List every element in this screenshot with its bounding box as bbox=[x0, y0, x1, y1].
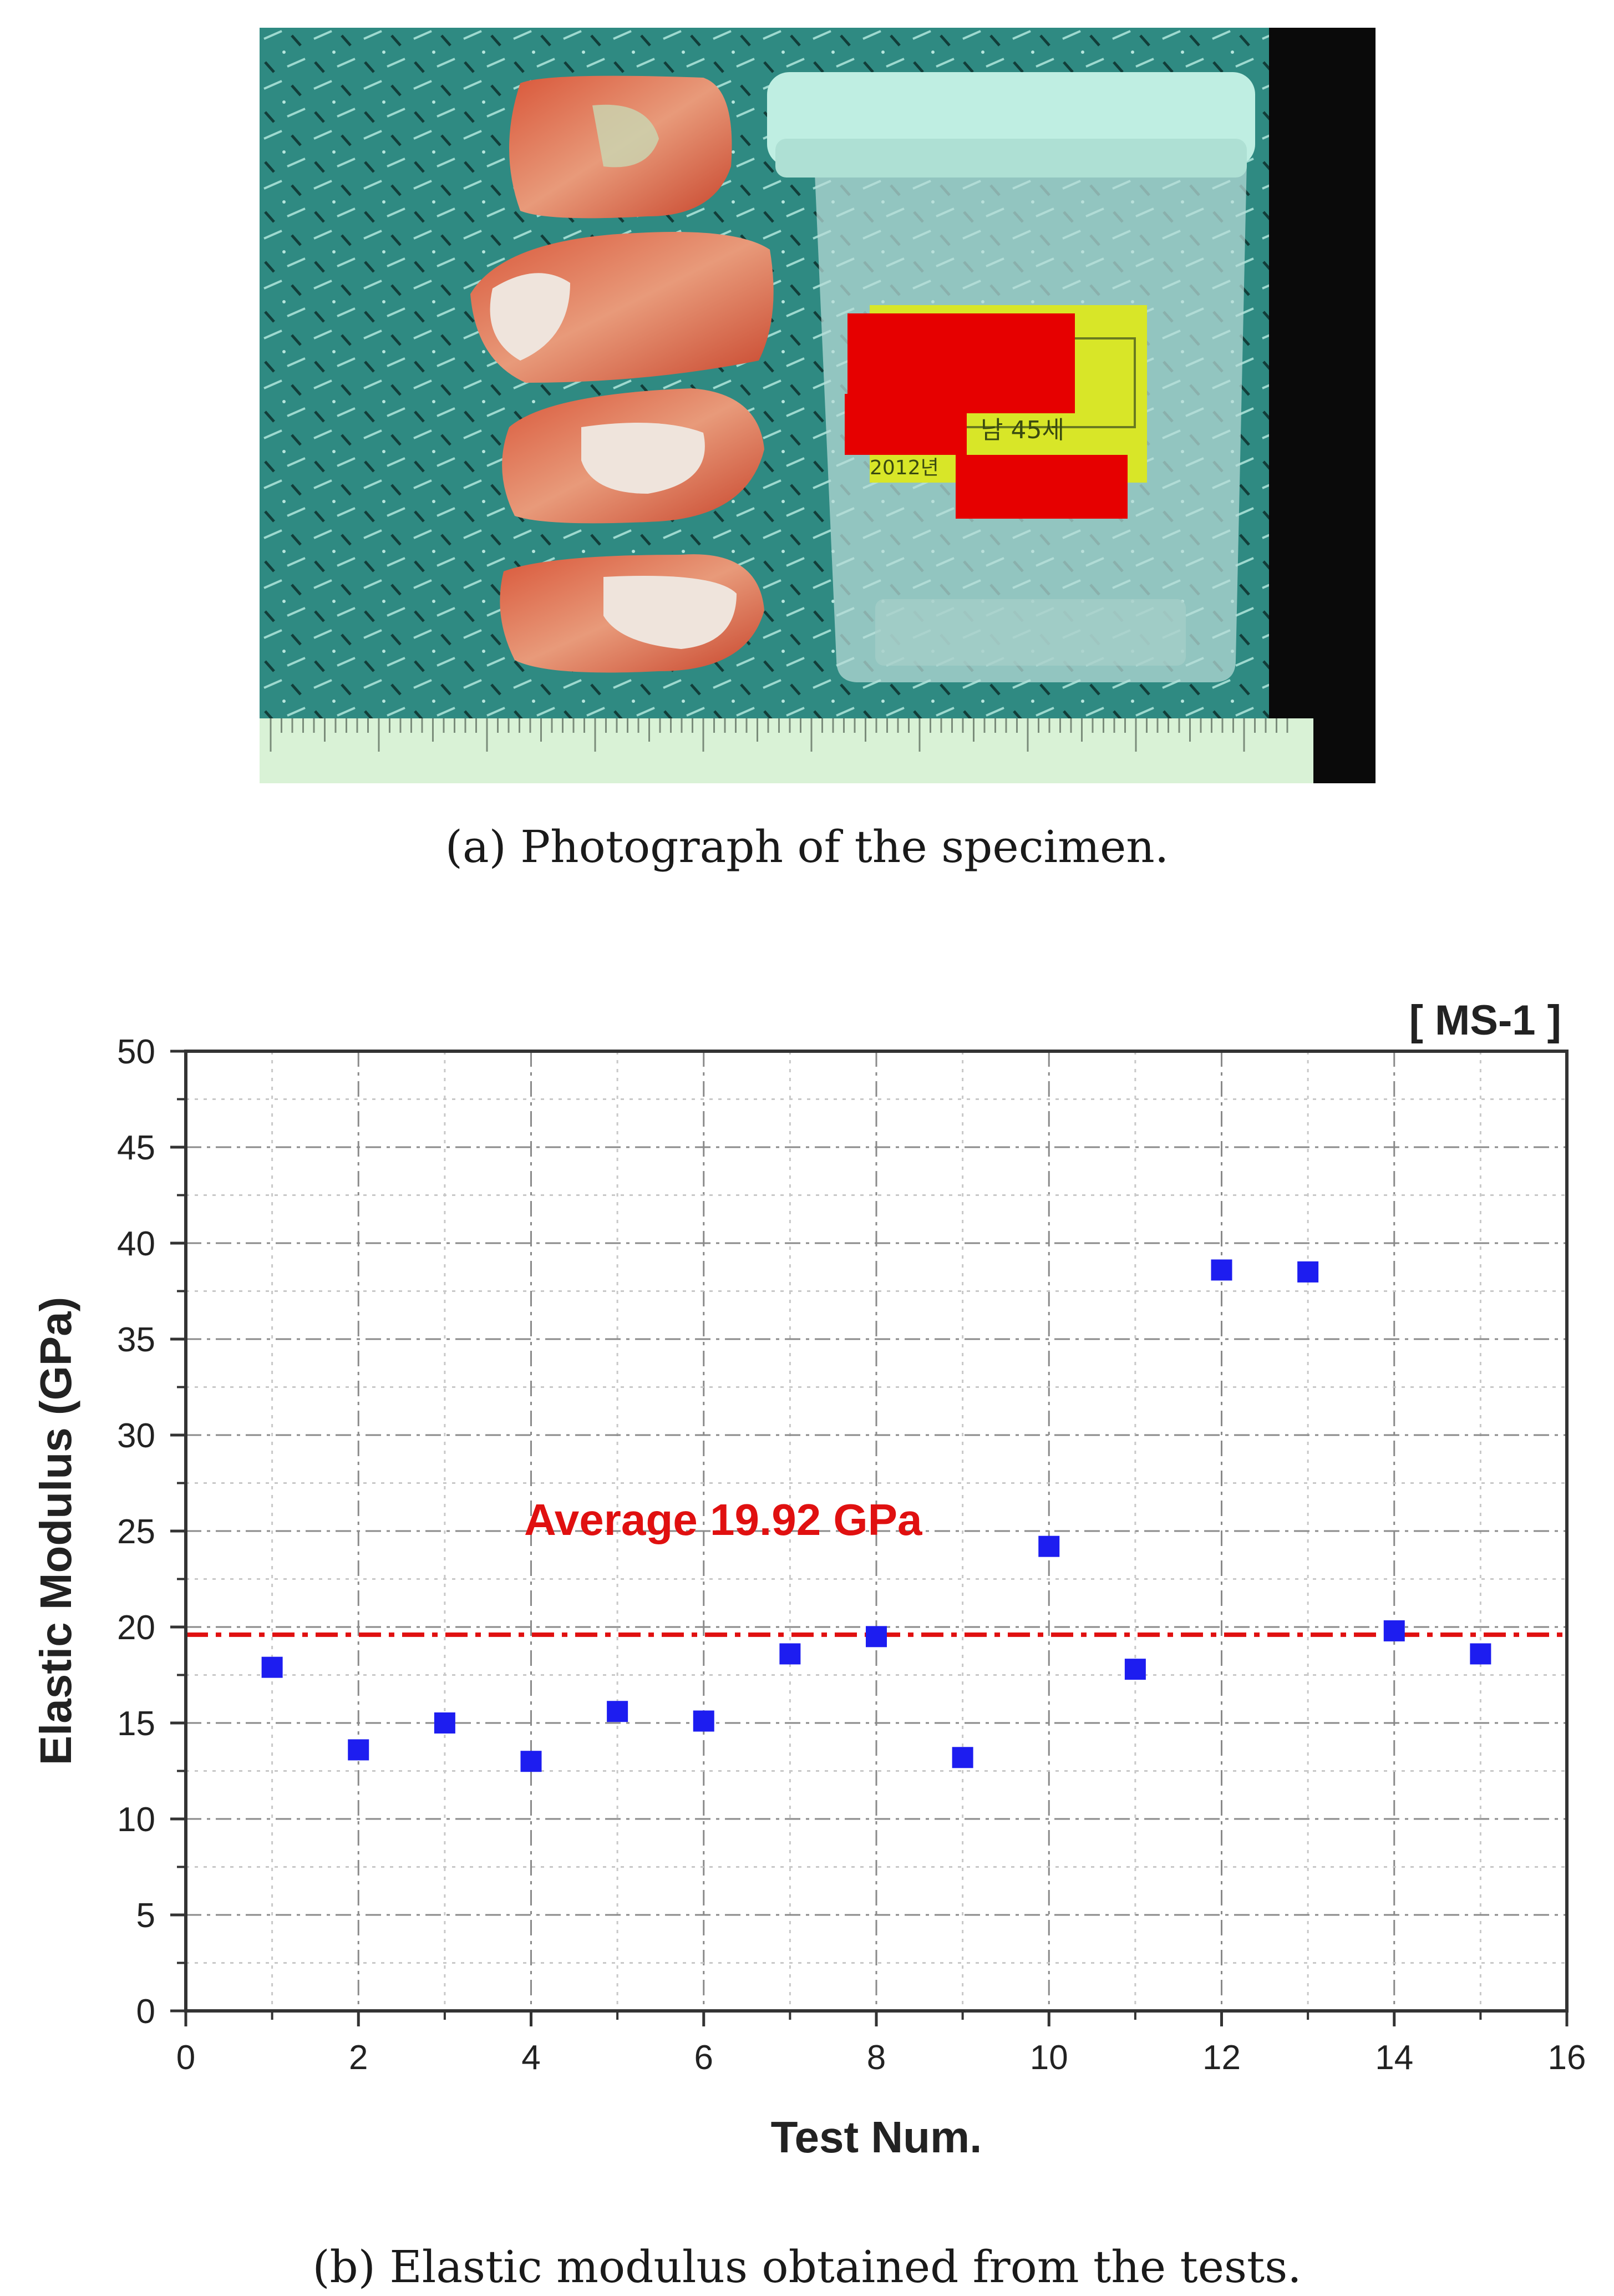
x-tick-label: 6 bbox=[694, 2039, 713, 2077]
y-tick-label: 0 bbox=[136, 1993, 155, 2031]
bone-specimen-2 bbox=[470, 232, 774, 383]
y-tick-label: 50 bbox=[117, 1033, 155, 1071]
data-point bbox=[1211, 1259, 1232, 1281]
y-tick-label: 20 bbox=[117, 1609, 155, 1647]
y-tick-label: 35 bbox=[117, 1321, 155, 1359]
data-point bbox=[779, 1643, 801, 1665]
ruler bbox=[260, 718, 1313, 783]
bone-specimen-4 bbox=[500, 554, 764, 673]
x-tick-label: 14 bbox=[1375, 2039, 1413, 2077]
data-point bbox=[1297, 1261, 1319, 1283]
x-tick-label: 12 bbox=[1202, 2039, 1241, 2077]
data-point bbox=[261, 1656, 283, 1678]
figure-b-caption: (b) Elastic modulus obtained from the te… bbox=[312, 2241, 1302, 2293]
x-tick-label: 2 bbox=[349, 2039, 368, 2077]
specimen-container: 남 45세 2012년 bbox=[767, 72, 1255, 682]
x-tick-label: 0 bbox=[176, 2039, 195, 2077]
y-tick-label: 45 bbox=[117, 1129, 155, 1167]
average-label: Average 19.92 GPa bbox=[524, 1495, 922, 1544]
y-tick-label: 25 bbox=[117, 1513, 155, 1551]
data-point bbox=[1470, 1643, 1491, 1665]
data-point bbox=[693, 1710, 714, 1732]
data-points bbox=[261, 1259, 1491, 1772]
specimen-photo: 남 45세 2012년 bbox=[260, 28, 1376, 783]
y-tick-label: 30 bbox=[117, 1417, 155, 1455]
data-point bbox=[1383, 1620, 1405, 1641]
y-tick-label: 5 bbox=[136, 1897, 155, 1935]
redaction-box bbox=[956, 455, 1128, 519]
x-tick-label: 16 bbox=[1548, 2039, 1586, 2077]
figure-a-caption: (a) Photograph of the specimen. bbox=[445, 821, 1169, 873]
data-point bbox=[1124, 1659, 1146, 1680]
data-point bbox=[348, 1739, 369, 1761]
axis-ticks bbox=[170, 1050, 1569, 2026]
x-axis-label: Test Num. bbox=[771, 2112, 982, 2162]
bone-specimen-3 bbox=[502, 388, 764, 524]
y-axis-label: Elastic Modulus (GPa) bbox=[31, 1297, 80, 1766]
container-label-text-2: 2012년 bbox=[870, 457, 939, 479]
data-point bbox=[866, 1626, 887, 1648]
grid bbox=[185, 1050, 1568, 2012]
y-tick-label: 15 bbox=[117, 1705, 155, 1743]
elastic-modulus-chart: Average 19.92 GPa 0 2 4 6 8 10 12 14 16 0 5 10 15 20… bbox=[31, 997, 1586, 2162]
y-tick-label: 10 bbox=[117, 1801, 155, 1839]
x-tick-label: 8 bbox=[867, 2039, 886, 2077]
average-group: Average 19.92 GPa bbox=[186, 1495, 1567, 1637]
data-point bbox=[434, 1712, 455, 1734]
redaction-box bbox=[845, 394, 967, 455]
data-point bbox=[607, 1701, 628, 1722]
chart-title: [ MS-1 ] bbox=[1409, 997, 1561, 1044]
y-tick-label: 40 bbox=[117, 1225, 155, 1263]
x-tick-label: 10 bbox=[1030, 2039, 1068, 2077]
x-tick-label: 4 bbox=[521, 2039, 540, 2077]
data-point bbox=[952, 1747, 973, 1768]
x-tick-labels: 0 2 4 6 8 10 12 14 16 bbox=[176, 2039, 1586, 2077]
data-point bbox=[1038, 1535, 1060, 1557]
bone-specimen-1 bbox=[509, 75, 732, 219]
container-label-text: 남 45세 bbox=[981, 416, 1064, 444]
data-point bbox=[520, 1751, 542, 1772]
y-tick-labels: 0 5 10 15 20 25 30 35 40 45 50 bbox=[117, 1033, 155, 2031]
